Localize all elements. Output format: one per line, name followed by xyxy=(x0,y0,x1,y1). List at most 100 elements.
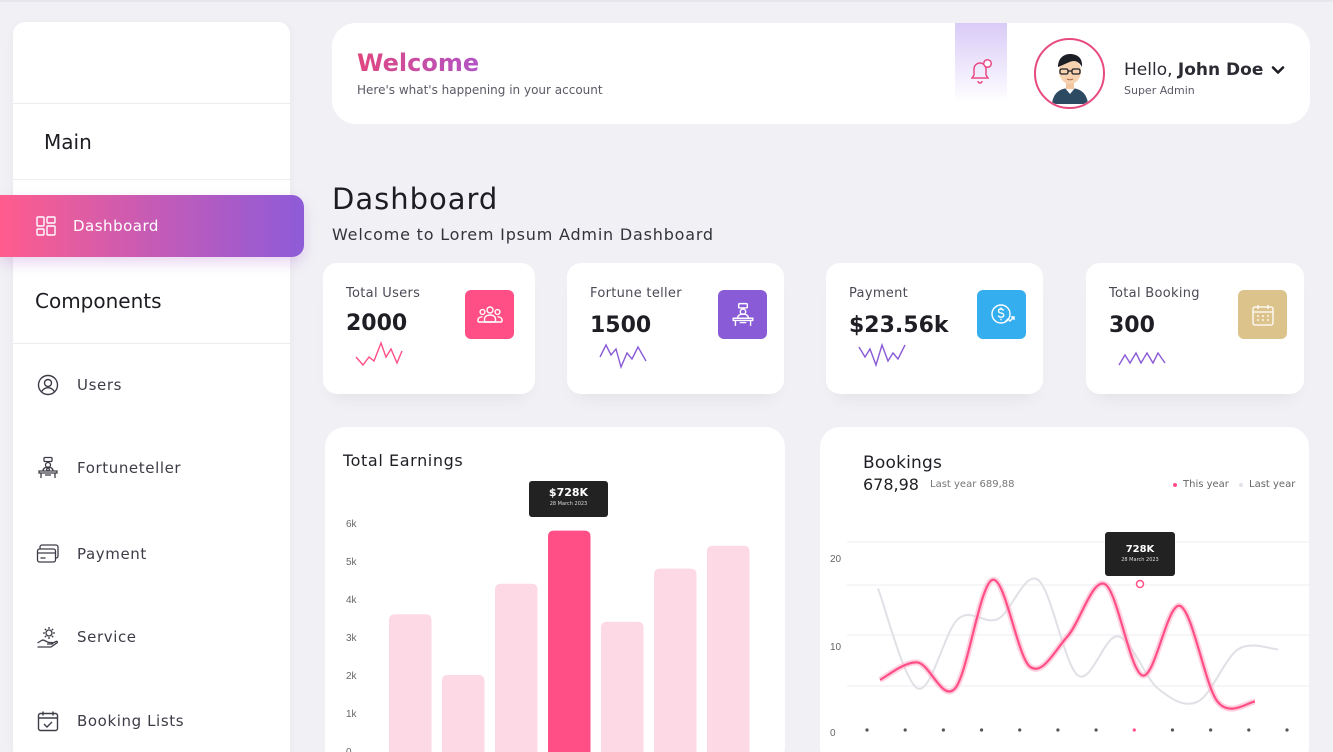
x-axis-dot xyxy=(1132,728,1136,732)
stat-card-fortune-teller[interactable]: Fortune teller 1500 xyxy=(567,263,784,394)
sidebar-item-dashboard[interactable]: Dashboard xyxy=(0,195,304,257)
sidebar-item-payment[interactable]: Payment xyxy=(13,534,290,574)
user-circle-icon xyxy=(35,372,61,398)
sidebar: Main Components Users Fortuneteller Paym… xyxy=(13,22,290,752)
avatar[interactable] xyxy=(1034,38,1105,109)
tooltip-value: $728K xyxy=(548,486,589,499)
x-axis-dot xyxy=(941,728,945,732)
bell-icon xyxy=(968,58,994,90)
total-earnings-title: Total Earnings xyxy=(343,451,464,470)
sidebar-item-label: Fortuneteller xyxy=(77,459,182,477)
y-tick-label: 5k xyxy=(346,557,358,568)
sparkline-users xyxy=(355,340,403,367)
legend-last-year[interactable]: Last year xyxy=(1239,479,1295,490)
page-title: Dashboard xyxy=(332,182,499,216)
sidebar-item-label: Payment xyxy=(77,545,147,563)
x-axis-dot xyxy=(903,728,907,732)
user-greeting[interactable]: Hello, John Doe xyxy=(1124,60,1263,80)
page-subtitle: Welcome to Lorem Ipsum Admin Dashboard xyxy=(332,225,714,244)
sidebar-item-users[interactable]: Users xyxy=(13,365,290,405)
bookings-line-chart: 0 10 20 xyxy=(830,541,1309,739)
sidebar-logo-area xyxy=(13,22,290,104)
legend-dot xyxy=(1239,482,1243,487)
y-tick-label: 20 xyxy=(830,554,842,565)
bar[interactable] xyxy=(389,614,432,752)
dashboard-grid-icon xyxy=(35,215,57,237)
x-axis-dot xyxy=(1056,728,1060,732)
tooltip-date: 28 March 2023 xyxy=(1121,557,1159,563)
service-gear-hand-icon xyxy=(35,624,61,650)
highlight-point[interactable] xyxy=(1135,579,1145,589)
sidebar-section-main: Main xyxy=(13,104,290,180)
legend-label: This year xyxy=(1183,479,1229,490)
stat-value: $23.56k xyxy=(849,313,949,338)
card-icon xyxy=(35,541,61,567)
fortuneteller-icon xyxy=(718,290,767,339)
stat-label: Total Users xyxy=(346,286,421,301)
user-name: John Doe xyxy=(1177,60,1264,80)
x-axis-dot xyxy=(1018,728,1022,732)
bookings-total: 678,98 xyxy=(863,475,919,494)
sidebar-item-booking-lists[interactable]: Booking Lists xyxy=(13,701,290,741)
x-axis-dot xyxy=(1209,728,1213,732)
calendar-check-icon xyxy=(35,708,61,734)
sidebar-item-label: Booking Lists xyxy=(77,712,185,730)
earnings-tooltip: $728K 28 March 2023 xyxy=(529,481,608,517)
stat-card-payment[interactable]: Payment $23.56k xyxy=(826,263,1043,394)
sidebar-item-label: Service xyxy=(77,628,137,646)
header-card: Welcome Here's what's happening in your … xyxy=(332,23,1310,124)
stat-label: Fortune teller xyxy=(590,286,682,301)
y-tick-label: 2k xyxy=(346,671,358,682)
x-axis-dot xyxy=(865,728,869,732)
bookings-title: Bookings xyxy=(863,453,943,473)
x-axis-dot xyxy=(1285,728,1289,732)
y-tick-label: 6k xyxy=(346,519,358,530)
bar[interactable] xyxy=(495,583,538,752)
user-menu-toggle[interactable] xyxy=(1269,61,1287,79)
stat-value: 2000 xyxy=(346,311,408,336)
calendar-icon xyxy=(1238,290,1287,339)
y-tick-label: 0 xyxy=(346,747,352,752)
y-tick-label: 4k xyxy=(346,595,358,606)
line-last-year xyxy=(877,577,1279,705)
total-earnings-card: Total Earnings 0 1k 2k 3k 4k 5k 6k $728K 28 Ma… xyxy=(325,427,785,752)
bar[interactable] xyxy=(654,568,697,752)
welcome-subtitle: Here's what's happening in your account xyxy=(357,83,603,97)
sparkline-payment xyxy=(858,342,906,368)
welcome-title: Welcome xyxy=(357,49,480,77)
legend-label: Last year xyxy=(1249,479,1296,490)
stat-card-total-users[interactable]: Total Users 2000 xyxy=(323,263,535,394)
sidebar-section-components: Components xyxy=(13,258,290,344)
tooltip-date: 28 March 2023 xyxy=(549,501,588,507)
y-tick-label: 3k xyxy=(346,633,358,644)
legend-dot xyxy=(1173,482,1177,487)
stat-value: 300 xyxy=(1109,313,1155,338)
bookings-tooltip: 728K 28 March 2023 xyxy=(1105,532,1175,576)
users-group-icon xyxy=(465,290,514,339)
bar[interactable] xyxy=(707,545,750,752)
sidebar-item-service[interactable]: Service xyxy=(13,617,290,657)
bookings-card: Bookings 678,98 Last year 689,88 This ye… xyxy=(820,427,1309,752)
stat-card-total-booking[interactable]: Total Booking 300 xyxy=(1086,263,1304,394)
sidebar-item-label: Users xyxy=(77,376,123,394)
hello-prefix: Hello, xyxy=(1124,60,1173,80)
chevron-down-icon xyxy=(1269,64,1287,83)
x-axis-dot xyxy=(1094,728,1098,732)
bar[interactable] xyxy=(442,675,485,752)
line-this-year xyxy=(879,578,1256,710)
stat-label: Payment xyxy=(849,286,909,301)
x-axis-dot xyxy=(1170,728,1175,732)
stat-label: Total Booking xyxy=(1109,286,1200,301)
y-tick-label: 0 xyxy=(830,728,836,739)
line-this-year-glow xyxy=(878,576,1256,712)
sparkline-booking xyxy=(1118,351,1166,366)
user-role: Super Admin xyxy=(1124,84,1195,97)
sidebar-item-label: Dashboard xyxy=(73,217,159,235)
notification-button[interactable] xyxy=(955,23,1007,103)
legend-this-year[interactable]: This year xyxy=(1173,479,1229,490)
stat-value: 1500 xyxy=(590,313,652,338)
sidebar-item-fortuneteller[interactable]: Fortuneteller xyxy=(13,448,290,488)
bar-highlighted[interactable] xyxy=(548,530,591,752)
x-axis-dot xyxy=(979,728,984,732)
bar[interactable] xyxy=(601,621,644,752)
